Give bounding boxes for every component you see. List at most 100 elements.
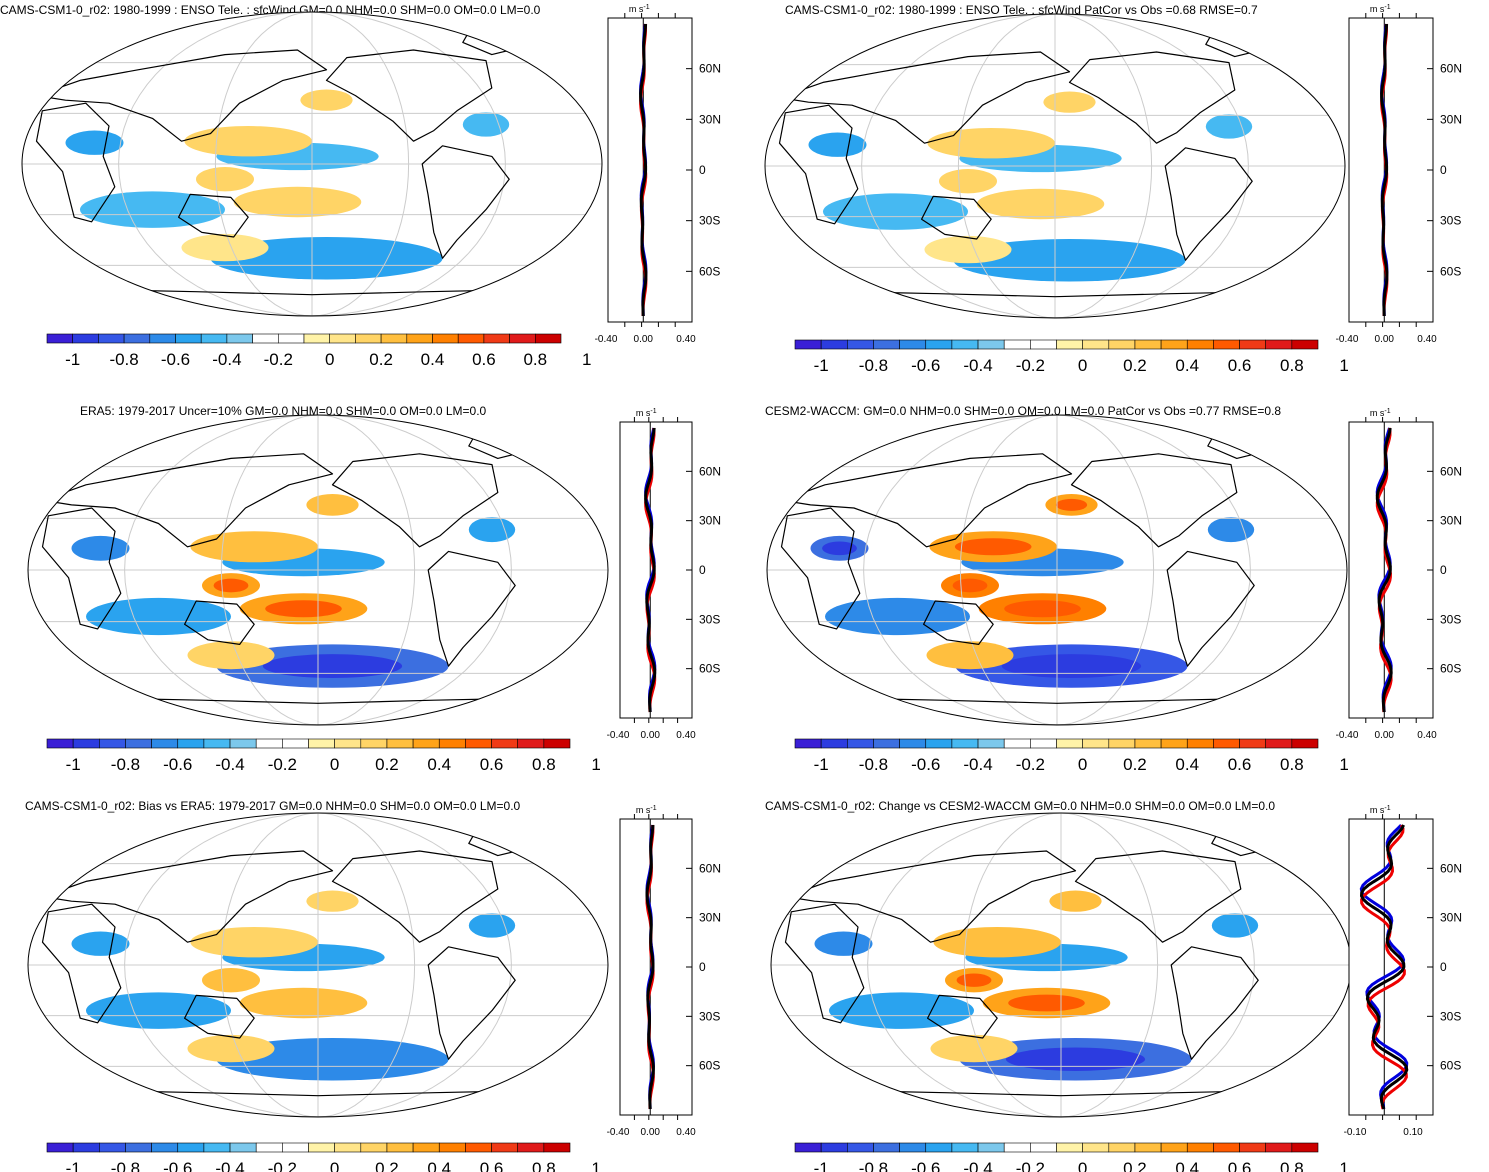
colorbar-swatch <box>951 1142 979 1153</box>
lat-tick-label: 0 <box>1440 960 1447 974</box>
lat-tick-label: 0 <box>699 563 706 577</box>
colorbar: -1 -0.8 -0.6 -0.4 -0.2 0 0.2 0.4 0.6 0.8 1 <box>794 1142 1349 1172</box>
colorbar-label: 0 <box>1078 755 1087 774</box>
colorbar-swatch <box>360 1142 388 1153</box>
anomaly-region <box>1049 890 1102 912</box>
colorbar-label: 0.6 <box>480 755 504 774</box>
anomaly-region <box>239 987 368 1019</box>
colorbar-label: 0.2 <box>375 1159 399 1172</box>
lat-tick-label: 30S <box>1440 1009 1461 1023</box>
colorbar-swatch <box>1291 339 1319 350</box>
anomaly-region <box>926 641 1014 670</box>
zonal-mean-plot: m s-1 60N 30N 0 30S 60S -0.10 0.10 <box>1344 805 1462 1138</box>
colorbar-label: -0.8 <box>109 350 138 369</box>
lat-tick-label: 30N <box>699 514 721 528</box>
coastline <box>35 49 328 142</box>
coastline <box>780 507 861 630</box>
anomaly-region <box>825 597 970 636</box>
lat-tick-label: 30N <box>1440 514 1462 528</box>
longitude-line <box>220 415 319 725</box>
lat-tick-label: 30N <box>699 112 721 126</box>
colorbar-swatch <box>380 333 408 344</box>
colorbar-swatch <box>1160 339 1188 350</box>
colorbar-swatch <box>334 1142 362 1153</box>
anomaly-core <box>954 538 1032 556</box>
anomaly-core <box>262 654 403 679</box>
lat-tick-label: 60N <box>1440 861 1462 875</box>
lat-tick-label: 0 <box>1440 563 1447 577</box>
colorbar-swatch <box>177 738 205 749</box>
colorbar-swatch <box>1134 339 1162 350</box>
colorbar-label: 0 <box>1078 356 1087 375</box>
colorbar-label: -0.6 <box>161 350 190 369</box>
colorbar-swatch <box>1108 1142 1136 1153</box>
lat-tick-label: 60N <box>1440 62 1462 76</box>
anomaly-core <box>822 541 857 556</box>
anomaly-region <box>181 233 269 262</box>
colorbar-swatch <box>820 1142 848 1153</box>
colorbar-label: 1 <box>582 350 591 369</box>
colorbar-swatch <box>1030 738 1057 749</box>
colorbar-swatch <box>406 333 433 344</box>
panel-graphic: m s-1 60N 30N 0 30S 60S -0.10 0.10 -1 -0.8 -0.6 -0.… <box>770 805 1462 1172</box>
lat-tick-label: 30S <box>699 612 720 626</box>
colorbar-swatch <box>847 738 874 749</box>
longitude-line <box>957 14 1056 318</box>
coastline <box>325 49 493 142</box>
anomaly-core <box>1055 498 1088 511</box>
colorbar-label: -0.6 <box>911 755 940 774</box>
coastline <box>784 903 865 1024</box>
coastline <box>41 903 122 1024</box>
colorbar-swatch <box>175 333 202 344</box>
colorbar-swatch <box>125 1142 152 1153</box>
colorbar-swatch <box>46 333 74 344</box>
colorbar-swatch <box>1239 339 1266 350</box>
colorbar-label: 1 <box>591 755 600 774</box>
anomaly-region <box>823 193 968 230</box>
colorbar-swatch <box>438 738 466 749</box>
colorbar-label: 1 <box>591 1159 600 1172</box>
colorbar-swatch <box>1056 339 1083 350</box>
zonal-x-tick-label: 0.00 <box>634 334 654 345</box>
anomaly-core <box>952 578 988 593</box>
zonal-x-tick-label: 0.00 <box>641 1127 661 1138</box>
colorbar-swatch <box>412 1142 440 1153</box>
zonal-mean-line <box>644 427 657 713</box>
colorbar-label: 0.6 <box>1228 356 1252 375</box>
coastline <box>784 850 1077 943</box>
map-border <box>27 414 609 726</box>
colorbar-swatch <box>820 738 848 749</box>
colorbar-label: 0.4 <box>1175 356 1199 375</box>
colorbar-swatch <box>72 333 99 344</box>
zonal-mean-line <box>1359 823 1409 1110</box>
anomaly-region <box>829 992 974 1029</box>
colorbar-swatch <box>899 738 927 749</box>
lat-tick-label: 60S <box>1440 662 1461 676</box>
lat-tick-label: 30N <box>1440 911 1462 925</box>
colorbar-swatch <box>1291 738 1319 749</box>
colorbar-swatch <box>977 339 1005 350</box>
colorbar-swatch <box>99 1142 126 1153</box>
anomaly-region <box>468 913 516 938</box>
colorbar-swatch <box>1003 738 1031 749</box>
colorbar-label: 0.6 <box>480 1159 504 1172</box>
map-field <box>767 415 1347 725</box>
colorbar-swatch <box>951 339 979 350</box>
colorbar-swatch <box>483 333 510 344</box>
anomaly-region <box>927 128 1055 159</box>
units-label: m s-1 <box>1370 4 1391 14</box>
coastline <box>41 453 334 548</box>
anomaly-region <box>306 890 359 912</box>
longitude-line <box>317 813 512 1117</box>
panel-change: CAMS-CSM1-0_r02: Change vs CESM2-WACCM G… <box>745 795 1489 1172</box>
longitude-line <box>1060 813 1159 1117</box>
colorbar-label: -0.6 <box>163 755 192 774</box>
colorbar-swatch <box>794 738 822 749</box>
map-field <box>28 415 608 725</box>
colorbar-swatch <box>360 738 388 749</box>
colorbar-swatch <box>1265 738 1293 749</box>
colorbar-label: -0.8 <box>859 1159 888 1172</box>
lat-tick-label: 60N <box>699 861 721 875</box>
colorbar-swatch <box>1265 339 1293 350</box>
